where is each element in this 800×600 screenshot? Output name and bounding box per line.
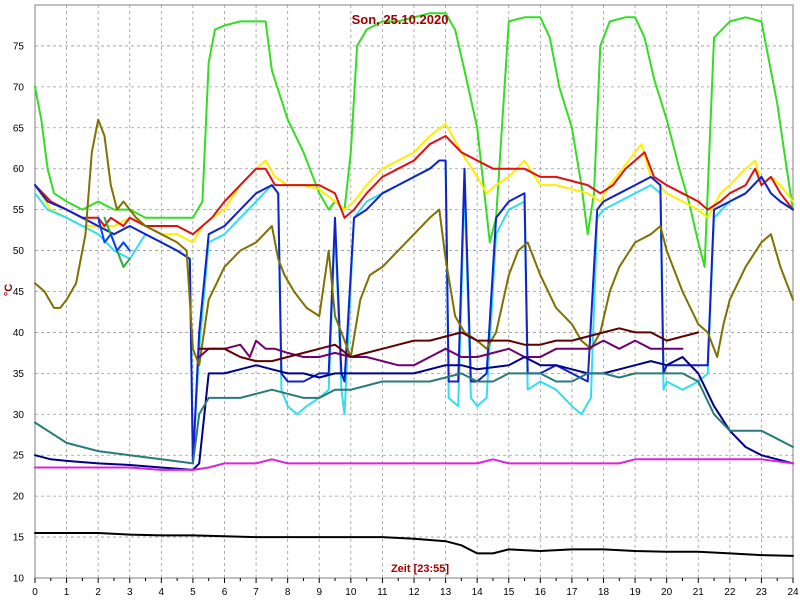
x-tick-label: 4 xyxy=(159,587,165,598)
series-line-8 xyxy=(198,327,700,363)
y-tick-label: 70 xyxy=(13,82,25,93)
x-tick-label: 3 xyxy=(127,587,133,598)
series-line-2 xyxy=(34,122,794,244)
series-line-1 xyxy=(34,12,794,268)
y-tick-label: 60 xyxy=(13,164,25,175)
series-line-6 xyxy=(34,118,794,367)
x-tick-label: 0 xyxy=(32,587,38,598)
chart-title: Son, 25.10.2020 xyxy=(352,12,449,27)
x-tick-label: 9 xyxy=(316,587,322,598)
x-tick-label: 24 xyxy=(787,587,799,598)
x-tick-label: 23 xyxy=(756,587,768,598)
y-axis-label: °C xyxy=(3,284,15,296)
axes: 0 1 2 3 4 5 6 7 8 9 10 11 12 13 14 15 16 17 18 19 20 21 22 23 24… xyxy=(13,4,799,598)
x-tick-label: 15 xyxy=(503,587,515,598)
series-line-12 xyxy=(34,532,794,557)
series-line-7 xyxy=(198,339,684,367)
series-line-3 xyxy=(34,135,794,236)
y-tick-label: 75 xyxy=(13,41,25,52)
x-tick-label: 22 xyxy=(724,587,736,598)
y-tick-label: 45 xyxy=(13,287,25,298)
x-tick-label: 10 xyxy=(345,587,357,598)
x-tick-label: 12 xyxy=(408,587,420,598)
series-line-9 xyxy=(34,356,794,471)
y-tick-label: 20 xyxy=(13,492,25,503)
y-tick-label: 65 xyxy=(13,123,25,134)
x-tick-label: 7 xyxy=(253,587,259,598)
x-tick-label: 18 xyxy=(598,587,610,598)
x-tick-label: 14 xyxy=(472,587,484,598)
x-tick-label: 20 xyxy=(661,587,673,598)
x-tick-label: 6 xyxy=(222,587,228,598)
series-line-11 xyxy=(34,458,794,471)
x-tick-label: 21 xyxy=(693,587,705,598)
x-tick-label: 11 xyxy=(377,587,388,598)
x-tick-label: 2 xyxy=(95,587,101,598)
series-line-14 xyxy=(97,216,131,252)
y-tick-label: 50 xyxy=(13,246,25,257)
x-tick-label: 19 xyxy=(630,587,642,598)
series-group xyxy=(34,12,794,557)
grid xyxy=(35,5,793,579)
x-axis-label: Zeit [23:55] xyxy=(391,563,449,575)
x-tick-label: 13 xyxy=(440,587,452,598)
y-tick-label: 15 xyxy=(13,533,25,544)
y-tick-label: 25 xyxy=(13,451,25,462)
x-tick-label: 8 xyxy=(285,587,291,598)
y-tick-label: 40 xyxy=(13,328,25,339)
x-tick-label: 17 xyxy=(566,587,578,598)
x-tick-label: 5 xyxy=(190,587,196,598)
x-tick-label: 16 xyxy=(535,587,547,598)
y-tick-label: 10 xyxy=(13,574,25,585)
y-tick-label: 35 xyxy=(13,369,25,380)
y-tick-label: 30 xyxy=(13,410,25,421)
y-tick-label: 55 xyxy=(13,205,25,216)
x-tick-label: 1 xyxy=(64,587,70,598)
series-line-10 xyxy=(34,372,794,465)
